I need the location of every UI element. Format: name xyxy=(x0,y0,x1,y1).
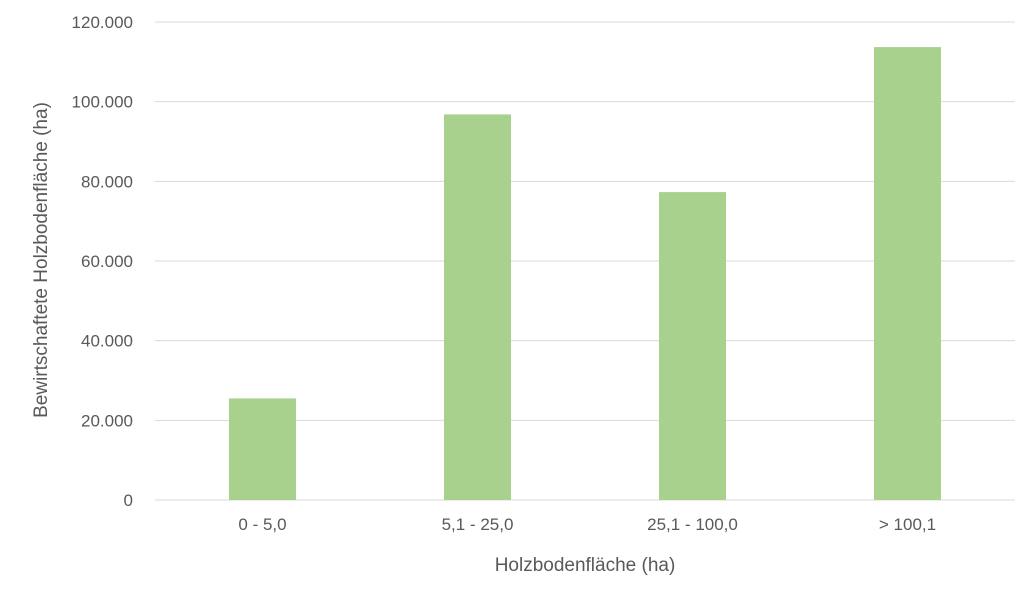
y-tick-label: 120.000 xyxy=(72,13,133,32)
x-tick-label: 25,1 - 100,0 xyxy=(647,515,738,534)
x-tick-label: 0 - 5,0 xyxy=(238,515,286,534)
y-tick-label: 80.000 xyxy=(81,172,133,191)
bar xyxy=(229,398,296,500)
bars xyxy=(229,47,941,501)
y-axis-ticks: 0 20.000 40.000 60.000 80.000 100.000 120.000 xyxy=(72,13,133,510)
bar xyxy=(659,192,726,501)
bar xyxy=(444,114,511,500)
x-tick-label: > 100,1 xyxy=(879,515,936,534)
y-tick-label: 100.000 xyxy=(72,93,133,112)
x-axis-title: Holzbodenfläche (ha) xyxy=(495,555,676,576)
y-tick-label: 20.000 xyxy=(81,411,133,430)
x-axis-ticks: 0 - 5,0 5,1 - 25,0 25,1 - 100,0 > 100,1 xyxy=(238,515,936,534)
y-axis-title: Bewirtschaftete Holzbodenfläche (ha) xyxy=(31,102,52,418)
y-tick-label: 60.000 xyxy=(81,252,133,271)
x-tick-label: 5,1 - 25,0 xyxy=(442,515,514,534)
y-tick-label: 0 xyxy=(124,491,133,510)
y-tick-label: 40.000 xyxy=(81,332,133,351)
bar xyxy=(874,47,941,500)
gridlines xyxy=(155,21,1015,501)
